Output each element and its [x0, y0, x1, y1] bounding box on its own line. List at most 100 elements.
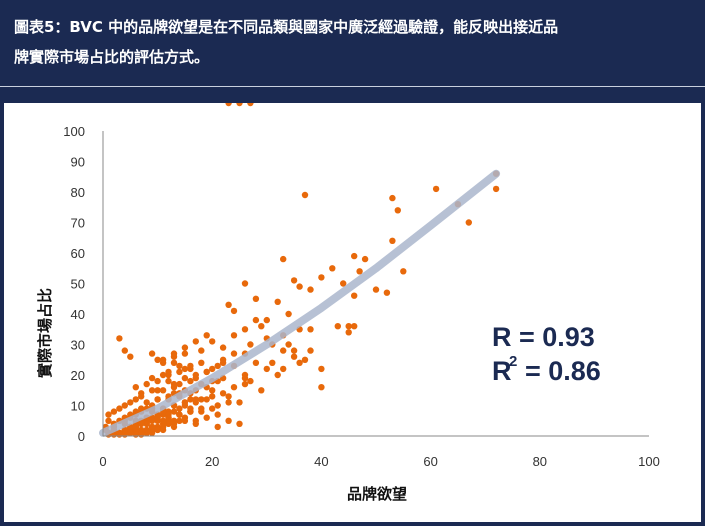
data-point [132, 423, 139, 431]
data-point [290, 353, 298, 360]
data-point [241, 280, 249, 287]
data-point [148, 423, 156, 431]
r2-exponent: 2 [509, 353, 517, 370]
data-point [285, 310, 292, 318]
data-point [116, 405, 123, 412]
data-point [143, 399, 150, 406]
data-point [351, 252, 358, 260]
data-point [400, 268, 407, 275]
data-point [241, 374, 249, 382]
y-tick-label: 20 [71, 368, 85, 383]
data-point [329, 265, 336, 272]
title-line-2: 牌實際市場占比的評估方式。 [14, 48, 210, 66]
data-point [192, 420, 199, 427]
data-point [351, 323, 358, 330]
x-tick-label: 0 [99, 454, 106, 469]
data-point [138, 429, 145, 437]
data-point [241, 380, 249, 388]
data-point [176, 411, 183, 418]
x-axis-title: 品牌欲望 [347, 485, 407, 503]
data-point [383, 289, 391, 296]
data-point [318, 384, 325, 391]
data-point [121, 426, 128, 434]
data-point [154, 387, 161, 394]
title-divider [0, 86, 705, 87]
data-point [432, 185, 440, 193]
data-point [247, 341, 254, 348]
data-point [165, 417, 172, 424]
data-point [351, 292, 358, 299]
data-point [170, 408, 178, 415]
data-point [301, 191, 309, 199]
data-point [181, 399, 189, 406]
y-tick-label: 40 [71, 307, 85, 322]
data-point [258, 387, 265, 394]
y-tick-label: 50 [71, 277, 85, 292]
data-point [127, 353, 134, 360]
data-point [274, 298, 281, 305]
r-annotation: R = 0.93 [492, 322, 595, 352]
data-point [290, 347, 298, 354]
data-point [148, 374, 156, 382]
data-point [285, 341, 292, 348]
x-tick-label: 40 [314, 454, 328, 469]
data-point [389, 237, 396, 244]
data-point [192, 396, 199, 403]
title-line-1: 圖表5：BVC 中的品牌欲望是在不同品類與國家中廣泛經過驗證，能反映出接近品 [14, 18, 559, 36]
data-point [219, 344, 227, 351]
data-point [159, 417, 167, 424]
data-point [236, 103, 243, 107]
data-point [148, 350, 156, 357]
data-point [318, 365, 325, 373]
data-point [176, 362, 183, 370]
data-point [280, 255, 287, 263]
trend-layer [99, 169, 501, 437]
chart-panel: 0 20 40 60 80 100 0 10 20 30 40 50 60 70 80 90 100 品牌欲望… [4, 103, 701, 522]
data-point [176, 380, 183, 388]
data-point [154, 414, 161, 421]
data-point [203, 414, 210, 421]
data-point [192, 374, 199, 382]
data-point [154, 426, 161, 434]
data-point [148, 387, 156, 394]
data-point [247, 103, 254, 107]
data-point [143, 426, 150, 434]
data-point [154, 377, 161, 385]
data-point [290, 277, 298, 284]
points-layer [102, 103, 500, 438]
y-tick-label: 0 [78, 429, 85, 444]
data-point [116, 431, 123, 438]
data-point [219, 356, 227, 363]
data-point [296, 283, 303, 290]
data-point [394, 207, 401, 214]
data-point [263, 316, 270, 324]
data-point [181, 417, 189, 424]
data-point [154, 356, 161, 363]
data-point [187, 405, 194, 412]
data-point [345, 323, 352, 330]
data-point [225, 393, 232, 400]
data-point [181, 344, 189, 351]
data-point [138, 420, 145, 427]
y-tick-label: 80 [71, 185, 85, 200]
data-point [214, 411, 221, 418]
data-point [263, 365, 270, 373]
data-point [225, 399, 232, 406]
data-point [170, 350, 178, 357]
data-point [225, 417, 232, 424]
data-point [296, 359, 303, 366]
data-point [105, 411, 112, 418]
data-point [116, 335, 123, 342]
data-point [225, 103, 232, 107]
data-point [154, 396, 161, 403]
data-point [138, 393, 145, 400]
data-point [181, 374, 189, 382]
y-tick-label: 100 [63, 124, 85, 139]
data-point [236, 420, 243, 427]
data-point [372, 286, 380, 293]
axes-layer [102, 131, 649, 437]
data-point [170, 359, 178, 366]
data-point [170, 423, 178, 431]
data-point [361, 255, 369, 263]
data-point [214, 423, 221, 431]
